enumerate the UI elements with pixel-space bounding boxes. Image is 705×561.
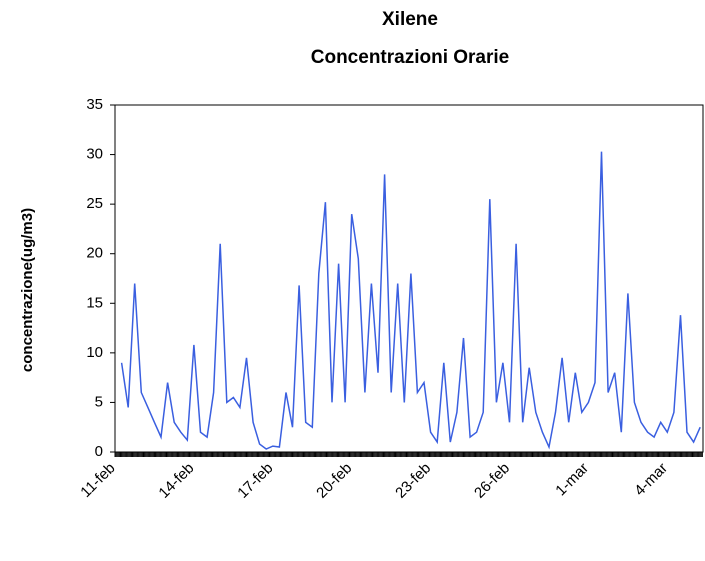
y-tick-label: 25 — [86, 195, 103, 212]
y-tick-label: 5 — [95, 393, 103, 410]
y-tick-label: 20 — [86, 245, 103, 262]
x-tick-label: 14-feb — [155, 460, 197, 502]
x-tick-label: 4-mar — [631, 460, 671, 500]
x-tick-label: 26-feb — [471, 460, 513, 502]
plot-frame — [114, 104, 704, 453]
x-tick-label: 23-feb — [392, 460, 434, 502]
y-tick-label: 30 — [86, 146, 103, 163]
x-tick-label: 20-feb — [313, 460, 355, 502]
y-axis-title: concentrazione(ug/m3) — [19, 208, 36, 372]
y-tick-label: 10 — [86, 344, 103, 361]
x-tick-label: 17-feb — [234, 460, 276, 502]
x-tick-label: 11-feb — [77, 460, 118, 501]
y-tick-label: 0 — [95, 443, 103, 460]
data-line — [120, 151, 701, 450]
x-tick-label: 1-mar — [552, 460, 592, 500]
y-tick-label: 15 — [86, 294, 103, 311]
chart-title: Xilene — [382, 9, 438, 30]
chart-subtitle: Concentrazioni Orarie — [311, 47, 510, 68]
y-tick-label: 35 — [86, 96, 103, 113]
